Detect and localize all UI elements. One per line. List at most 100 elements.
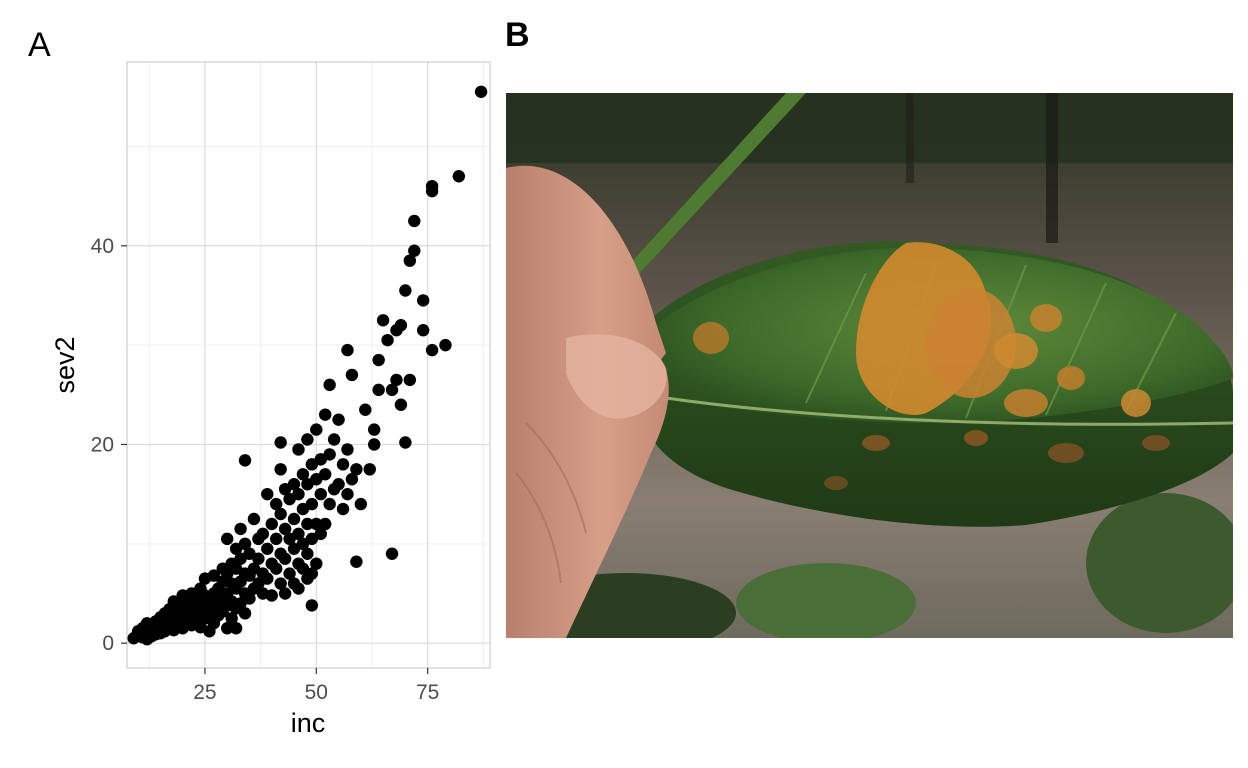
data-point — [305, 497, 319, 511]
data-point — [408, 244, 421, 257]
data-point — [292, 487, 305, 501]
data-point — [278, 522, 292, 536]
data-point — [225, 612, 238, 625]
data-point — [399, 284, 412, 297]
data-point — [332, 478, 345, 491]
data-point — [270, 532, 283, 546]
data-point — [359, 403, 372, 416]
data-point — [221, 532, 234, 546]
plot-panel-border — [126, 61, 491, 669]
y-tick-label: 40 — [91, 235, 114, 258]
data-point — [278, 552, 292, 565]
x-axis-title: inc — [291, 708, 326, 738]
data-point — [274, 463, 287, 476]
data-point — [319, 468, 332, 481]
data-point — [323, 378, 336, 392]
panel-label-b: B — [505, 16, 530, 54]
data-point — [238, 537, 252, 551]
grid-lines — [127, 62, 490, 668]
data-point — [314, 527, 327, 541]
data-point — [425, 179, 439, 193]
data-point — [341, 343, 354, 357]
data-point — [385, 383, 399, 397]
y-tick-label: 20 — [91, 433, 114, 456]
data-point — [390, 373, 403, 387]
data-point — [319, 408, 332, 421]
data-point — [270, 497, 283, 511]
y-axis-title: sev2 — [50, 336, 80, 393]
data-point — [287, 512, 301, 526]
data-point — [283, 567, 296, 580]
data-point — [332, 413, 345, 426]
data-point — [416, 294, 430, 307]
data-point — [305, 599, 319, 612]
data-point — [363, 463, 376, 476]
data-point — [292, 527, 305, 541]
data-point — [367, 438, 381, 451]
data-point — [278, 587, 292, 600]
data-point — [345, 473, 359, 486]
data-point — [292, 443, 305, 456]
scatter-plot: 25 50 75 0 20 40 inc sev2 — [50, 61, 491, 738]
data-point — [350, 555, 363, 568]
data-point — [341, 443, 354, 456]
data-point — [319, 517, 332, 531]
x-tick-label: 75 — [416, 681, 439, 704]
data-point — [372, 353, 385, 367]
data-point — [261, 487, 274, 501]
data-point — [394, 319, 408, 332]
data-point — [238, 454, 252, 467]
data-point — [270, 562, 283, 575]
data-point — [265, 517, 278, 531]
data-point — [301, 547, 314, 560]
data-point — [261, 572, 274, 585]
data-point — [229, 622, 243, 635]
y-tick-label: 0 — [102, 632, 114, 655]
data-point — [243, 592, 256, 605]
data-point — [234, 522, 247, 536]
data-point — [403, 254, 417, 267]
data-point — [261, 542, 274, 555]
data-points — [127, 85, 488, 646]
data-point — [341, 487, 354, 501]
data-point — [345, 368, 359, 382]
coffee-leaf-rust-photo — [506, 93, 1233, 638]
data-point — [301, 517, 314, 531]
data-point — [425, 343, 439, 357]
data-point — [287, 478, 301, 491]
data-point — [301, 433, 314, 446]
data-point — [408, 214, 421, 228]
data-point — [265, 589, 278, 602]
data-point — [327, 433, 341, 446]
axis-ticks: 25 50 75 0 20 40 — [91, 235, 440, 704]
data-point — [292, 582, 305, 595]
data-point — [336, 502, 350, 516]
data-point — [310, 557, 323, 570]
data-point — [296, 468, 310, 481]
data-point — [207, 569, 221, 582]
x-tick-label: 50 — [305, 681, 328, 704]
data-point — [314, 487, 327, 501]
x-tick-label: 25 — [193, 681, 216, 704]
data-point — [376, 314, 390, 327]
data-point — [221, 622, 234, 635]
data-point — [474, 85, 488, 99]
data-point — [305, 567, 319, 580]
data-point — [274, 577, 287, 590]
data-point — [310, 423, 323, 436]
data-point — [439, 338, 452, 352]
data-point — [399, 436, 412, 449]
data-point — [403, 373, 417, 387]
data-point — [247, 512, 261, 526]
data-point — [336, 458, 350, 471]
data-point — [274, 436, 287, 449]
data-point — [372, 383, 385, 397]
data-point — [385, 547, 399, 560]
data-point — [252, 552, 265, 565]
data-point — [381, 333, 394, 347]
data-point — [323, 448, 336, 461]
data-point — [274, 507, 287, 521]
data-point — [394, 398, 408, 411]
data-point — [416, 324, 430, 337]
data-point — [354, 497, 368, 511]
